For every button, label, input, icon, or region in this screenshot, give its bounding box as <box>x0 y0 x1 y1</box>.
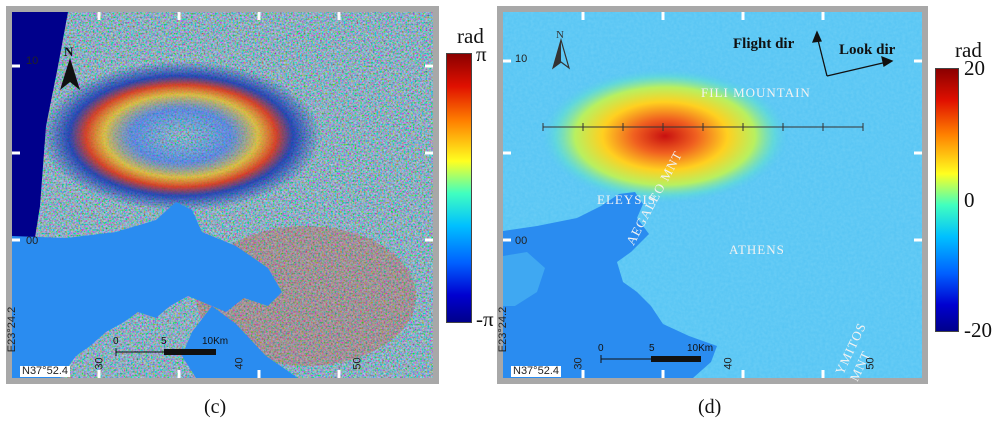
place-athens: ATHENS <box>729 242 785 257</box>
colorbar-d-unit: rad <box>955 38 982 62</box>
colorbar-d-tick-min: -20 <box>964 318 992 342</box>
grid-label-left-10: 10 <box>26 55 39 67</box>
colorbar-d-tick-max: 20 <box>964 56 985 80</box>
grid-label-bottom-40: 40 <box>233 357 246 370</box>
scalebar-end: 10Km <box>202 336 229 347</box>
grid-label-left-00: 00 <box>26 235 39 247</box>
panel-d-map: N <box>503 12 922 378</box>
colorbar-c <box>446 53 472 323</box>
svg-text:N: N <box>64 44 74 59</box>
grid-label-bottom-50: 50 <box>864 357 877 370</box>
scalebar-zero: 0 <box>113 336 119 347</box>
corner-latitude: N37°52.4 <box>511 365 561 377</box>
north-arrow-icon: N <box>551 29 571 70</box>
grid-label-left-00: 00 <box>515 235 528 247</box>
caption-d: (d) <box>698 396 722 418</box>
scalebar-zero: 0 <box>598 343 604 354</box>
grid-label-bottom-30: 30 <box>93 357 106 370</box>
colorbar-d-tick-zero: 0 <box>964 188 975 212</box>
scalebar-mid: 5 <box>649 343 655 354</box>
scalebar <box>600 355 701 363</box>
panel-d-unwrapped-phase: N Flight dir Look dir FILI MOUNTAIN ELEY… <box>497 6 928 384</box>
flight-dir-label: Flight dir <box>733 36 795 52</box>
look-direction-arrow-icon <box>826 55 894 77</box>
grid-label-bottom-50: 50 <box>351 357 364 370</box>
north-arrow-icon: N <box>60 44 80 90</box>
grid-label-bottom-30: 30 <box>572 357 585 370</box>
corner-latitude: N37°52.4 <box>20 365 70 377</box>
svg-text:N: N <box>556 29 564 41</box>
look-dir-label: Look dir <box>839 42 896 58</box>
colorbar-d <box>935 68 959 332</box>
scalebar <box>115 348 216 356</box>
corner-longitude: E23°24.2 <box>6 306 19 353</box>
colorbar-c-unit: rad <box>457 24 484 48</box>
grid-label-left-10: 10 <box>515 53 528 65</box>
scalebar-mid: 5 <box>161 336 167 347</box>
colorbar-c-max: π <box>476 42 487 66</box>
grid-label-bottom-40: 40 <box>722 357 735 370</box>
caption-c: (c) <box>204 396 227 418</box>
corner-longitude: E23°24.2 <box>497 306 510 353</box>
panel-c-map: N <box>12 12 433 378</box>
scalebar-end: 10Km <box>687 343 714 354</box>
panel-c-wrapped-interferogram: N 10 00 30 40 50 E23°24.2 N37°52.4 0 5 1… <box>6 6 439 384</box>
place-fili-mountain: FILI MOUNTAIN <box>701 85 811 100</box>
profile-line <box>542 123 864 131</box>
flight-direction-arrow-icon <box>811 30 828 77</box>
place-eleysis: ELEYSIS <box>597 192 656 207</box>
colorbar-c-min: -π <box>476 307 494 331</box>
